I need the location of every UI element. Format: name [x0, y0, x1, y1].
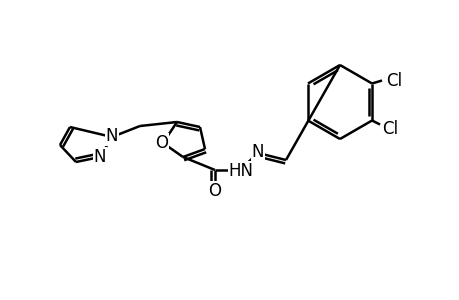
Text: N: N — [106, 127, 118, 145]
Text: Cl: Cl — [385, 71, 401, 89]
Text: O: O — [155, 134, 168, 152]
Text: Cl: Cl — [381, 119, 397, 137]
Text: O: O — [208, 182, 221, 200]
Text: N: N — [251, 143, 263, 161]
Text: HN: HN — [228, 162, 253, 180]
Text: N: N — [94, 148, 106, 166]
